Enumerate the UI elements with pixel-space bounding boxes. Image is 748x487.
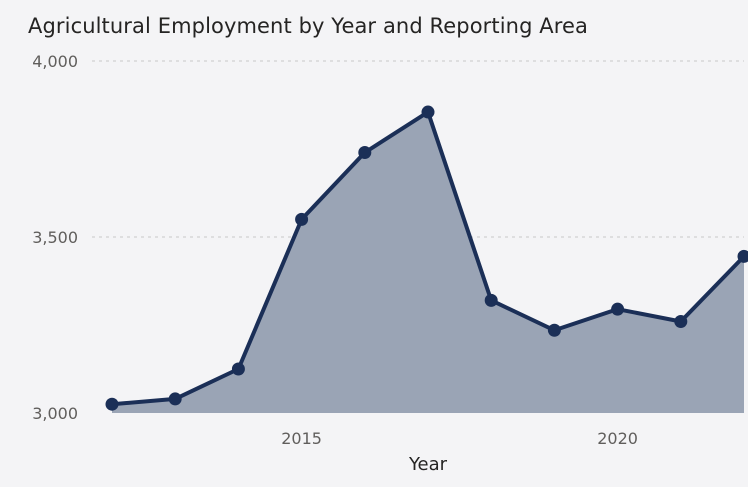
data-point bbox=[674, 314, 688, 328]
chart-title: Agricultural Employment by Year and Repo… bbox=[28, 14, 589, 38]
data-point bbox=[231, 362, 245, 376]
x-axis-title: Year bbox=[408, 454, 448, 475]
data-point bbox=[168, 392, 182, 406]
data-point bbox=[105, 397, 119, 411]
data-point bbox=[295, 212, 309, 226]
y-tick-label: 3,000 bbox=[32, 404, 78, 423]
x-tick-label: 2015 bbox=[281, 429, 322, 448]
y-tick-label: 4,000 bbox=[32, 52, 78, 71]
area-fill bbox=[112, 112, 744, 413]
data-point bbox=[358, 146, 372, 160]
data-point bbox=[611, 302, 625, 316]
y-tick-label: 3,500 bbox=[32, 228, 78, 247]
x-tick-label: 2020 bbox=[597, 429, 638, 448]
data-point bbox=[547, 323, 561, 337]
data-point bbox=[484, 293, 498, 307]
data-point bbox=[421, 105, 435, 119]
data-point bbox=[737, 249, 748, 263]
